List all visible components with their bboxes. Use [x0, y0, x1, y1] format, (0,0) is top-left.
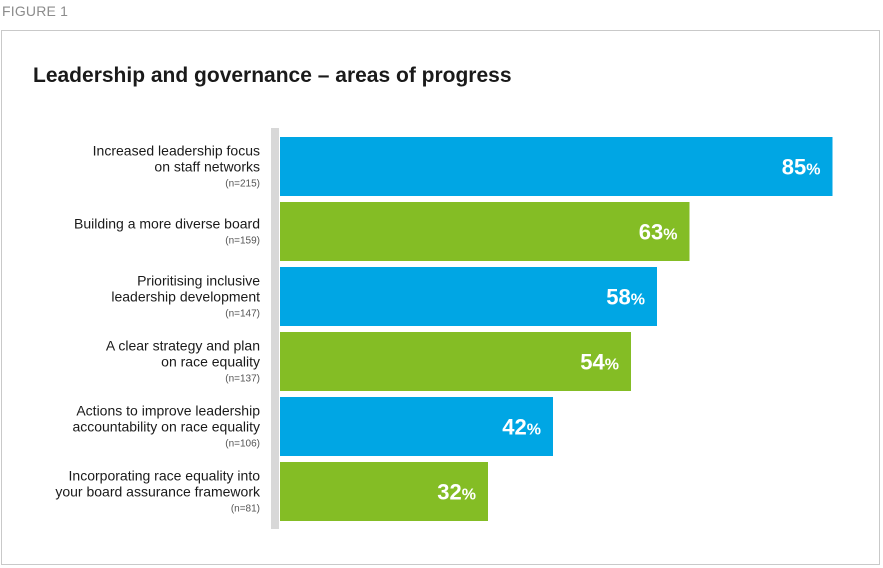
category-label: Prioritising inclusive: [137, 273, 260, 289]
bar: [280, 332, 631, 391]
sample-size-label: (n=81): [231, 504, 260, 515]
sample-size-label: (n=106): [225, 439, 260, 450]
data-label: 85%: [782, 155, 821, 180]
sample-size-label: (n=137): [225, 374, 260, 385]
category-label: Actions to improve leadership: [76, 403, 260, 419]
bar: [280, 202, 690, 261]
category-label: Incorporating race equality into: [69, 468, 261, 484]
bar: [280, 397, 553, 456]
category-label: A clear strategy and plan: [106, 338, 260, 354]
bar: [280, 267, 657, 326]
sample-size-label: (n=159): [225, 236, 260, 247]
data-label: 54%: [580, 350, 619, 375]
data-label: 63%: [639, 220, 678, 245]
bar: [280, 137, 833, 196]
figure-label: FIGURE 1: [2, 3, 69, 19]
category-label: Increased leadership focus: [93, 143, 260, 159]
chart-title: Leadership and governance – areas of pro…: [33, 64, 512, 87]
category-label: on race equality: [161, 354, 260, 370]
data-label: 42%: [502, 415, 541, 440]
category-label: on staff networks: [154, 159, 260, 175]
category-label: Building a more diverse board: [74, 216, 260, 232]
category-label: leadership development: [111, 289, 260, 305]
category-label: accountability on race equality: [72, 419, 260, 435]
data-label: 58%: [606, 285, 645, 310]
sample-size-label: (n=147): [225, 309, 260, 320]
category-label: your board assurance framework: [55, 484, 261, 500]
bar: [280, 462, 488, 521]
data-label: 32%: [437, 480, 476, 505]
category-axis-line: [271, 128, 279, 529]
sample-size-label: (n=215): [225, 179, 260, 190]
